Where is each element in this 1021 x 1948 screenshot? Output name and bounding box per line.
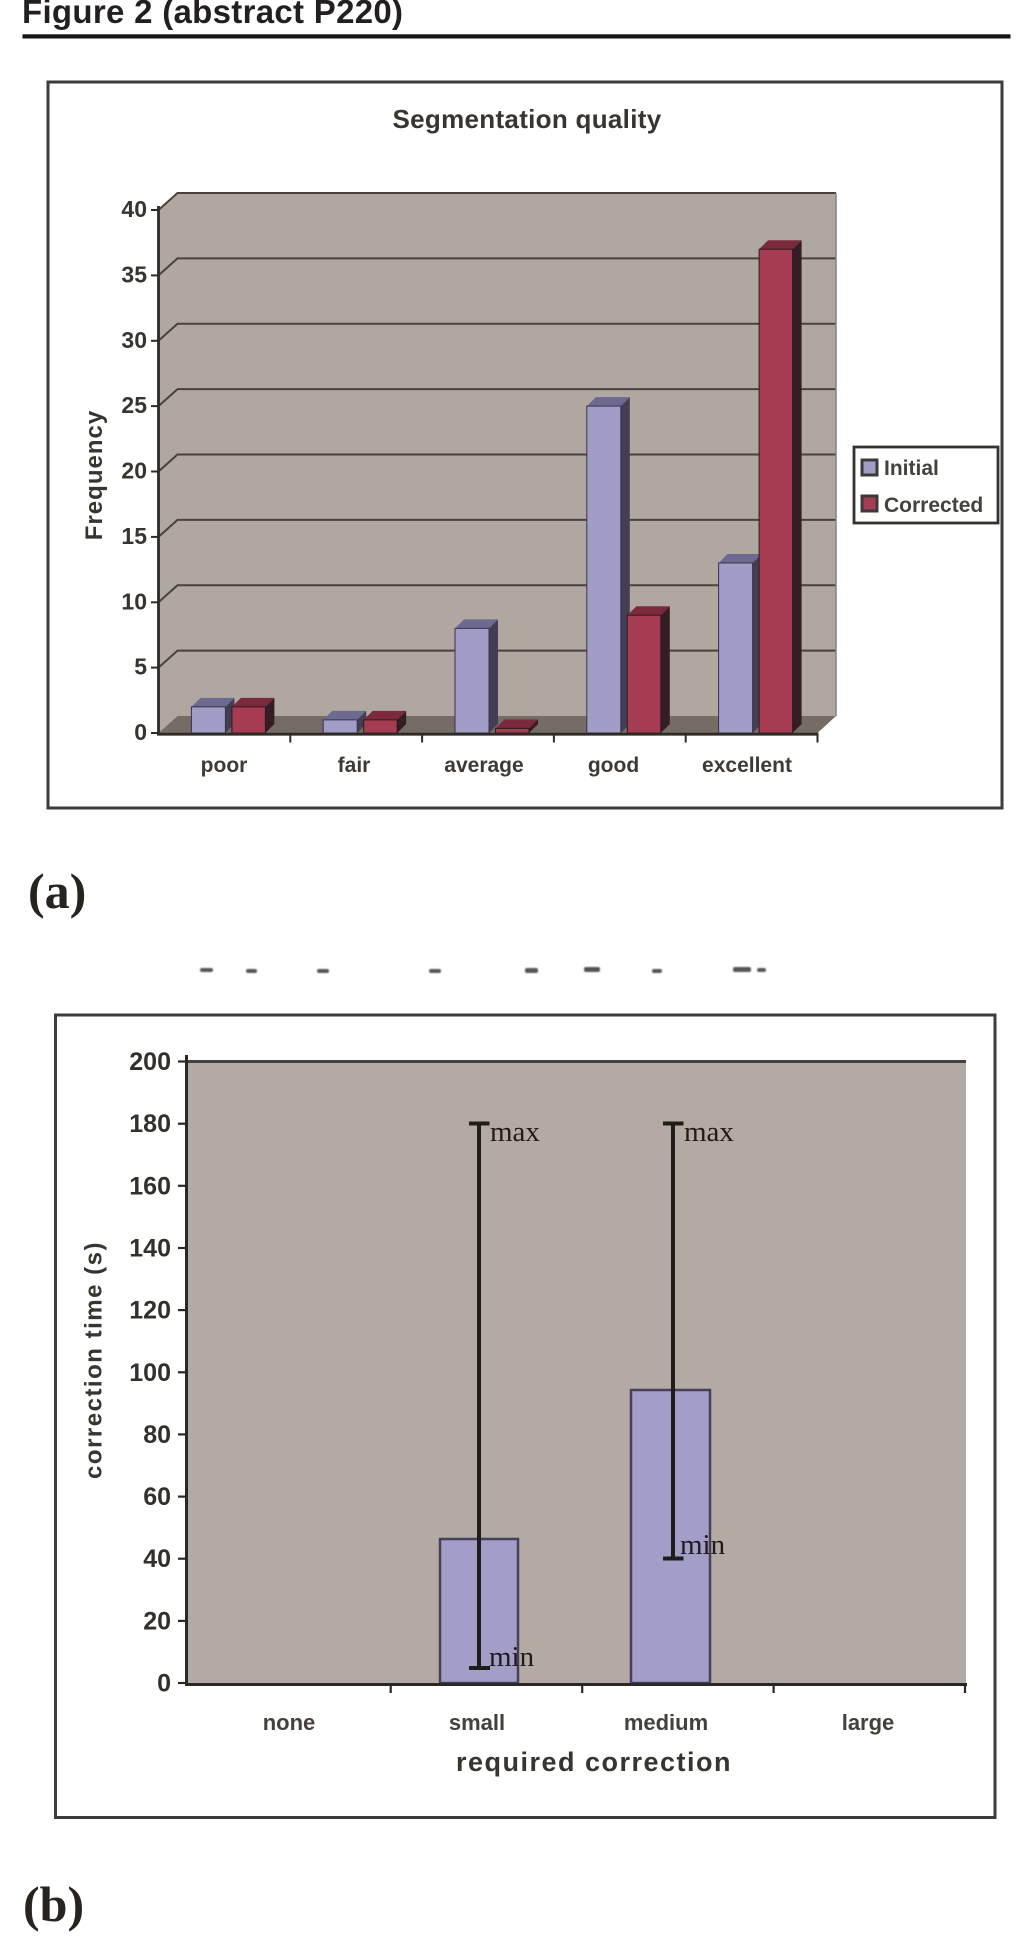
svg-text:excellent: excellent — [702, 754, 792, 777]
svg-text:200: 200 — [129, 1048, 171, 1076]
svg-text:20: 20 — [143, 1607, 171, 1635]
svg-text:Corrected: Corrected — [884, 494, 983, 517]
svg-text:min: min — [680, 1529, 726, 1561]
svg-text:140: 140 — [129, 1235, 171, 1263]
svg-text:40: 40 — [143, 1545, 171, 1573]
svg-text:60: 60 — [143, 1483, 171, 1511]
svg-text:180: 180 — [129, 1110, 171, 1138]
svg-text:max: max — [684, 1116, 734, 1148]
svg-text:15: 15 — [121, 523, 147, 549]
svg-text:Figure 2 (abstract P220): Figure 2 (abstract P220) — [22, 0, 403, 30]
svg-text:20: 20 — [121, 458, 147, 484]
svg-text:80: 80 — [143, 1421, 171, 1449]
svg-text:min: min — [489, 1641, 535, 1673]
svg-text:0: 0 — [157, 1670, 171, 1698]
svg-text:0: 0 — [134, 719, 147, 745]
svg-text:120: 120 — [129, 1297, 171, 1325]
svg-text:25: 25 — [121, 392, 147, 418]
svg-text:fair: fair — [338, 754, 371, 777]
svg-text:medium: medium — [624, 1710, 708, 1735]
svg-text:5: 5 — [134, 654, 147, 680]
svg-text:small: small — [449, 1710, 505, 1735]
svg-text:(b): (b) — [23, 1876, 84, 1932]
svg-text:poor: poor — [201, 754, 248, 777]
svg-text:Frequency: Frequency — [81, 410, 108, 540]
svg-text:max: max — [490, 1116, 540, 1148]
svg-text:none: none — [263, 1710, 316, 1735]
svg-text:(a): (a) — [28, 863, 86, 919]
svg-text:Segmentation quality: Segmentation quality — [393, 104, 662, 134]
svg-text:40: 40 — [121, 196, 147, 222]
svg-text:160: 160 — [129, 1172, 171, 1200]
svg-text:Initial: Initial — [884, 457, 939, 480]
svg-text:10: 10 — [121, 588, 147, 614]
svg-text:large: large — [842, 1710, 895, 1735]
svg-text:average: average — [444, 754, 523, 777]
svg-text:30: 30 — [121, 327, 147, 353]
svg-text:required correction: required correction — [456, 1747, 732, 1777]
svg-text:correction time (s): correction time (s) — [81, 1241, 108, 1479]
svg-text:35: 35 — [121, 261, 147, 287]
svg-text:good: good — [588, 754, 639, 777]
svg-text:100: 100 — [129, 1359, 171, 1387]
